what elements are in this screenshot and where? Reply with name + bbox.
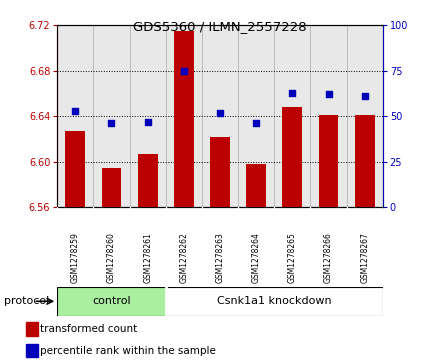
Text: GSM1278267: GSM1278267 (360, 232, 369, 283)
Bar (102, 168, 121, 207)
Text: GSM1278260: GSM1278260 (107, 232, 116, 283)
Bar (319, 115, 338, 207)
Text: GSM1278262: GSM1278262 (180, 232, 188, 283)
Bar (66, 131, 85, 207)
Point (361, 93, 368, 99)
FancyBboxPatch shape (57, 287, 166, 316)
Bar (26, 344, 38, 357)
Point (216, 110, 224, 115)
Point (253, 121, 260, 126)
Text: GDS5360 / ILMN_2557228: GDS5360 / ILMN_2557228 (133, 20, 307, 33)
Point (108, 121, 115, 126)
Point (180, 68, 187, 74)
Point (144, 119, 151, 125)
Point (72, 108, 79, 114)
Point (325, 91, 332, 97)
Text: GSM1278261: GSM1278261 (143, 232, 152, 283)
Bar (210, 136, 230, 207)
Text: percentile rank within the sample: percentile rank within the sample (40, 346, 216, 356)
Text: GSM1278266: GSM1278266 (324, 232, 333, 283)
Bar (26, 322, 38, 336)
Text: GSM1278265: GSM1278265 (288, 232, 297, 283)
Bar (246, 164, 266, 207)
Text: Csnk1a1 knockdown: Csnk1a1 knockdown (217, 296, 332, 306)
Text: control: control (92, 296, 131, 306)
Bar (174, 31, 194, 207)
Text: GSM1278263: GSM1278263 (216, 232, 224, 283)
Text: GSM1278259: GSM1278259 (71, 232, 80, 283)
Bar (355, 115, 375, 207)
Text: protocol: protocol (4, 296, 50, 306)
Bar (282, 107, 302, 207)
Text: transformed count: transformed count (40, 324, 137, 334)
Text: GSM1278264: GSM1278264 (252, 232, 260, 283)
Point (289, 90, 296, 95)
Bar (138, 154, 158, 207)
